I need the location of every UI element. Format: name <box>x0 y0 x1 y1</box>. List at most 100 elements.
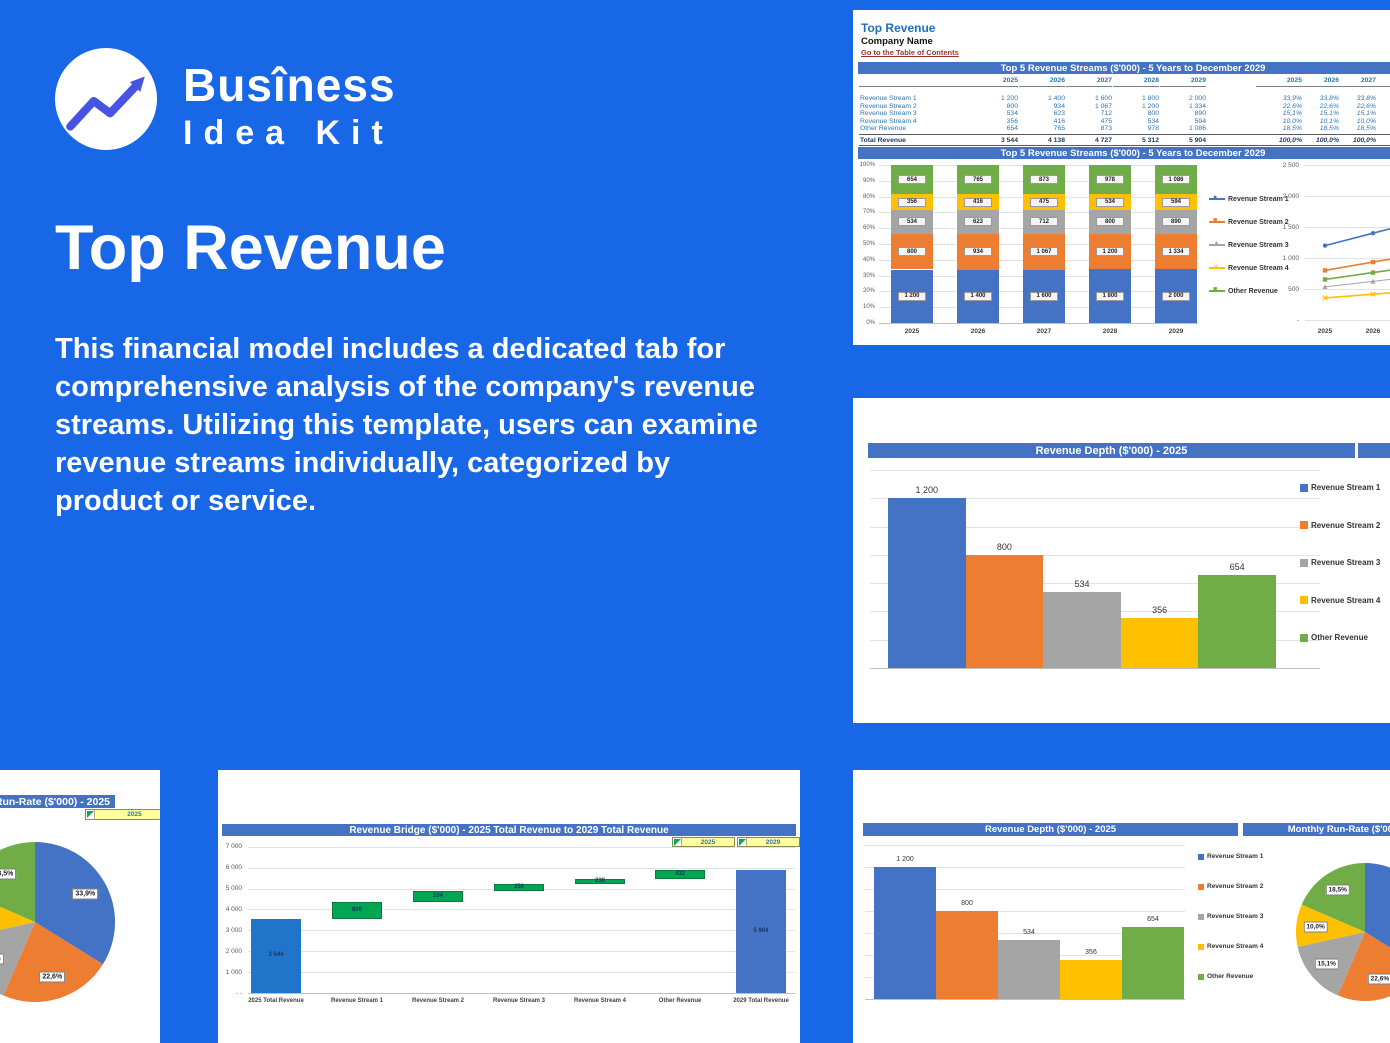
segment-value-label: 1 067 <box>1030 247 1058 257</box>
gridline <box>248 972 795 974</box>
bridge-year-from-dropdown[interactable]: 2025 <box>672 837 735 847</box>
gridline <box>870 498 1320 500</box>
waterfall-bar <box>736 869 786 993</box>
table-cell: 10,0% <box>1367 118 1390 125</box>
depth-bar <box>1043 592 1121 668</box>
legend-marker-glyph: ■ <box>1213 217 1218 224</box>
legend-marker-glyph: ■ <box>1213 286 1218 293</box>
legend-marker-glyph: ● <box>1213 194 1218 201</box>
segment-value-label: 654 <box>898 175 926 185</box>
gridline <box>1305 258 1390 259</box>
depth-bar <box>1198 575 1276 668</box>
table-cell: 416 <box>1053 117 1065 125</box>
bar-value-label: 534 <box>1074 579 1090 590</box>
table-cell: 2027 <box>1360 77 1376 84</box>
gridline <box>870 469 1320 471</box>
legend-marker: ■ <box>1209 286 1225 293</box>
filter-icon <box>738 838 747 846</box>
bar-value-label: 356 <box>1085 948 1097 956</box>
y-axis-tick: 50% <box>862 241 875 247</box>
depth-bar <box>1122 927 1184 999</box>
bar-value-label: 356 <box>1152 604 1168 615</box>
pie-percent-label: 33,9% <box>72 888 99 900</box>
depth-chart-title-bar: Revenue Depth ($'000) - 2025 <box>868 443 1355 458</box>
table-cell: 594 <box>1194 117 1206 125</box>
legend-label: Other Revenue <box>1311 633 1368 642</box>
header-underline <box>1330 86 1376 87</box>
depth2-title: Revenue Depth ($'000) - 2025 <box>984 824 1117 835</box>
table-cell: 100,0% <box>1278 136 1302 144</box>
table-cell: 356 <box>1006 117 1018 125</box>
legend-label: Revenue Stream 1 <box>1207 853 1264 860</box>
legend-swatch <box>1198 853 1204 860</box>
y-axis-tick: 70% <box>862 209 875 216</box>
runrate-pie-panel: Run-Rate ($'000) - 2025 2025 33,9% 22,6% 1… <box>0 770 160 1043</box>
depth-bar <box>1060 959 1122 999</box>
legend-label: Revenue Stream 3 <box>1207 913 1264 920</box>
segment-value-label: 1 400 <box>964 291 992 301</box>
table-of-contents-link[interactable]: Go to the Table of Contents <box>861 48 959 57</box>
legend-item: Revenue Stream 1 <box>1300 483 1380 492</box>
table-row-label: Other Revenue <box>860 125 907 133</box>
table-cell: 2026 <box>1323 77 1339 84</box>
bridge-year-to-dropdown[interactable]: 2029 <box>737 837 800 847</box>
table-cell: 4 727 <box>1094 136 1112 144</box>
total-rule <box>859 145 1390 146</box>
table-cell: 5 312 <box>1141 136 1159 144</box>
table-cell: 2025 <box>1002 77 1018 84</box>
table-cell: 623 <box>1053 110 1065 118</box>
gridline <box>865 911 1185 912</box>
table-cell: 22,6% <box>1319 102 1339 110</box>
pie-percent-label: 10,0% <box>1303 921 1328 933</box>
table-cell: 22,6% <box>1367 103 1390 110</box>
segment-value-label: 475 <box>1030 197 1058 207</box>
gridline <box>248 993 795 994</box>
gridline <box>870 668 1320 669</box>
waterfall-y-tick: 2 000 <box>225 947 242 955</box>
page-title: Top Revenue <box>55 213 446 283</box>
waterfall-category-label: 2025 Total Revenue <box>248 998 304 1004</box>
depth2-title-bar: Revenue Depth ($'000) - 2025 <box>863 823 1238 836</box>
table-cell: 15,1% <box>1319 110 1339 118</box>
legend-swatch <box>1300 596 1308 604</box>
table-cell: 15,1% <box>1367 110 1390 117</box>
monthly-runrate-title: Monthly Run-Rate ($'000 <box>1287 824 1390 835</box>
legend-item: ✕ Revenue Stream 4 <box>1209 263 1289 273</box>
table-cell: 18,5% <box>1367 125 1390 132</box>
waterfall-category-label: Other Revenue <box>658 998 702 1004</box>
table-cell: 100,0% <box>1367 137 1390 144</box>
table-title: Top 5 Revenue Streams ($'000) - 5 Years … <box>1000 62 1266 74</box>
table-row-label: Revenue Stream 4 <box>860 117 917 125</box>
segment-value-label: 534 <box>898 217 926 227</box>
waterfall-y-tick: 1 000 <box>225 968 242 976</box>
header-underline <box>1293 86 1339 87</box>
gridline <box>248 951 795 953</box>
segment-value-label: 978 <box>1096 175 1124 185</box>
depth-bar <box>998 940 1060 999</box>
gridline <box>865 867 1185 868</box>
y-axis-tick: 80% <box>862 193 875 200</box>
bar-value-label: 1 200 <box>915 485 939 495</box>
line-x-label: 2025 <box>1317 328 1333 335</box>
line-y-tick: 500 <box>1288 286 1299 293</box>
table-cell: 10,0% <box>1356 117 1376 125</box>
legend-label: Revenue Stream 4 <box>1311 595 1381 605</box>
table-cell: 33,8% <box>1367 95 1390 102</box>
x-axis-label: 2028 <box>1102 328 1118 335</box>
runrate-title-bar: Run-Rate ($'000) - 2025 <box>0 795 115 808</box>
legend-item: Other Revenue <box>1198 973 1253 980</box>
pie-percent-label: 18,5% <box>0 868 17 880</box>
segment-value-label: 800 <box>898 247 926 257</box>
year-filter-dropdown[interactable]: 2025 <box>85 809 160 820</box>
revenue-depth-panel: Revenue Depth ($'000) - 2025 1 200 800 534… <box>853 398 1390 723</box>
table-title-bar: Top 5 Revenue Streams ($'000) - 5 Years … <box>858 62 1390 74</box>
legend-marker: ▲ <box>1209 240 1225 247</box>
table-cell: 2025 <box>1286 77 1302 84</box>
table-cell: 978 <box>1147 125 1159 133</box>
legend-label: Revenue Stream 1 <box>1311 483 1381 492</box>
table-cell: 18,5% <box>1319 125 1339 133</box>
depth-bar <box>874 867 936 999</box>
legend-label: Other Revenue <box>1228 287 1278 295</box>
segment-value-label: 2 000 <box>1162 291 1190 301</box>
legend-item: Revenue Stream 4 <box>1300 596 1380 605</box>
